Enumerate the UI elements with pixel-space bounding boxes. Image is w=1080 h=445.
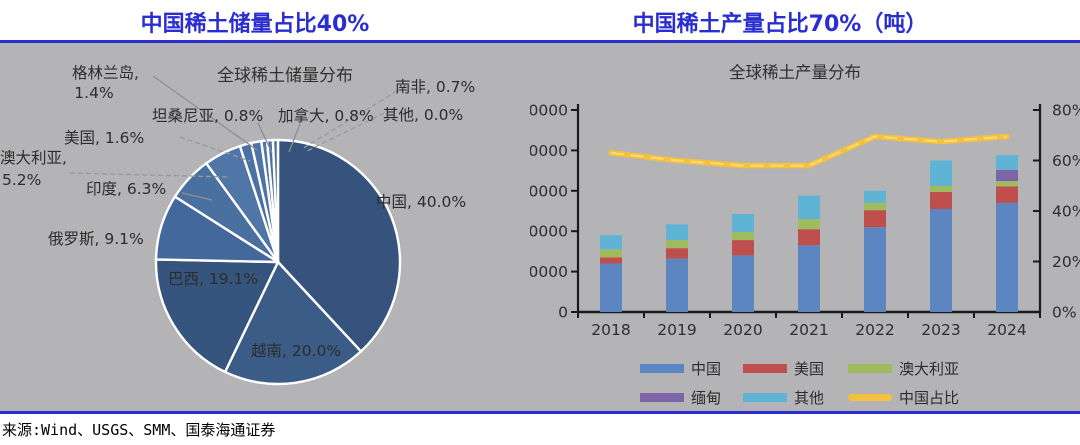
bar-segment-美国-2024	[996, 186, 1018, 203]
x-axis-category-label: 2022	[855, 321, 894, 339]
pie-label: 1.4%	[74, 84, 114, 102]
source-note: 来源:Wind、USGS、SMM、国泰海通证券	[2, 421, 276, 439]
pie-chart	[154, 138, 402, 386]
bar-segment-中国-2020	[732, 255, 754, 312]
right-axis-tick-label: 0%	[1052, 304, 1077, 322]
legend-label: 缅甸	[691, 389, 722, 407]
pie-label: 坦桑尼亚, 0.8%	[152, 107, 264, 125]
right-axis-tick-label: 40%	[1052, 203, 1080, 221]
right-axis-tick-label: 80%	[1052, 102, 1080, 120]
bottom-divider-rule	[0, 411, 1080, 414]
production-combo-chart: 0 100000 200000 300000 400000 500000 0% 20% 40% 6…	[530, 102, 1080, 340]
x-axis-category-label: 2018	[591, 321, 630, 339]
bar-segment-澳大利亚-2018	[600, 249, 622, 258]
legend-label: 美国	[794, 360, 825, 378]
bar-segment-中国-2024	[996, 202, 1018, 312]
left-axis-tick-label: 500000	[530, 102, 568, 120]
bar-segment-美国-2021	[798, 229, 820, 246]
legend-swatch-australia	[848, 364, 892, 373]
pie-chart-title: 全球稀土储量分布	[217, 66, 353, 86]
pie-label: 澳大利亚,	[0, 149, 67, 167]
bar-segment-澳大利亚-2023	[930, 185, 952, 193]
bar-segment-其他-2022	[864, 190, 886, 203]
top-divider-rule	[0, 40, 1080, 43]
legend-label: 其他	[794, 389, 825, 407]
bar-segment-澳大利亚-2021	[798, 219, 820, 230]
bar-segment-澳大利亚-2022	[864, 202, 886, 211]
legend-item-china-share: 中国占比	[848, 387, 959, 408]
right-axis-tick-label: 20%	[1052, 253, 1080, 271]
pie-label: 印度, 6.3%	[86, 180, 167, 198]
bar-segment-中国-2023	[930, 208, 952, 312]
bar-segment-美国-2018	[600, 257, 622, 264]
pie-label: 俄罗斯, 9.1%	[48, 230, 144, 248]
right-chart-heading: 中国稀土产量占比70%（吨）	[632, 12, 928, 37]
bar-segment-美国-2019	[666, 248, 688, 259]
left-axis-tick-label: 200000	[530, 223, 568, 241]
pie-slice-巴西	[154, 258, 280, 374]
legend-item-china: 中国	[640, 358, 721, 379]
legend-swatch-myanmar	[640, 393, 684, 402]
bar-segment-缅甸-2024	[996, 169, 1018, 182]
legend-label: 澳大利亚	[899, 360, 960, 378]
bar-segment-美国-2022	[864, 210, 886, 228]
pie-label: 5.2%	[2, 171, 42, 189]
bar-segment-其他-2020	[732, 213, 754, 233]
bar-segment-中国-2021	[798, 245, 820, 312]
bar-segment-澳大利亚-2020	[732, 232, 754, 241]
china-share-line-dash	[610, 135, 1008, 167]
bar-segment-其他-2024	[996, 155, 1018, 170]
left-chart-heading: 中国稀土储量占比40%	[140, 12, 370, 37]
bar-segment-其他-2018	[600, 235, 622, 250]
x-axis-category-label: 2024	[987, 321, 1026, 339]
pie-slice-越南	[223, 260, 363, 386]
x-axis-category-label: 2023	[921, 321, 960, 339]
legend-item-other: 其他	[743, 387, 824, 408]
pie-label: 中国, 40.0%	[376, 193, 467, 211]
legend-item-usa: 美国	[743, 358, 824, 379]
bar-segment-其他-2023	[930, 160, 952, 186]
x-axis-category-label: 2021	[789, 321, 828, 339]
pie-label: 越南, 20.0%	[251, 342, 342, 360]
bar-segment-中国-2018	[600, 263, 622, 312]
legend-swatch-china-share	[848, 394, 892, 401]
legend-label: 中国占比	[899, 389, 960, 407]
x-axis-category-label: 2019	[657, 321, 696, 339]
bar-segment-美国-2020	[732, 240, 754, 256]
left-axis-tick-label: 300000	[530, 182, 568, 200]
right-axis-tick-label: 60%	[1052, 152, 1080, 170]
pie-label: 美国, 1.6%	[64, 129, 145, 147]
bar-segment-中国-2019	[666, 258, 688, 312]
legend-label: 中国	[691, 360, 722, 378]
legend-item-myanmar: 缅甸	[640, 387, 721, 408]
legend-item-australia: 澳大利亚	[848, 358, 959, 379]
legend-swatch-china	[640, 364, 684, 373]
legend-swatch-usa	[743, 364, 787, 373]
pie-label: 格林兰岛,	[72, 64, 139, 82]
left-axis-tick-label: 100000	[530, 263, 568, 281]
bar-segment-中国-2022	[864, 227, 886, 312]
bar-segment-美国-2023	[930, 192, 952, 209]
bar-segment-其他-2019	[666, 224, 688, 241]
chart-legend: 中国 美国 澳大利亚 缅甸 其他 中国占比	[530, 354, 1080, 410]
bar-segment-澳大利亚-2019	[666, 240, 688, 249]
left-axis-tick-label: 0	[558, 304, 568, 322]
pie-slice-南非	[271, 138, 280, 264]
legend-swatch-other	[743, 393, 787, 402]
left-axis-tick-label: 400000	[530, 142, 568, 160]
x-axis-category-label: 2020	[723, 321, 762, 339]
pie-label: 巴西, 19.1%	[168, 270, 259, 288]
pie-label: 其他, 0.0%	[383, 106, 464, 124]
pie-label: 加拿大, 0.8%	[278, 107, 374, 125]
bar-segment-其他-2021	[798, 195, 820, 220]
bar-segment-澳大利亚-2024	[996, 181, 1018, 187]
bar-chart-title: 全球稀土产量分布	[729, 63, 861, 82]
pie-label: 南非, 0.7%	[395, 78, 476, 96]
